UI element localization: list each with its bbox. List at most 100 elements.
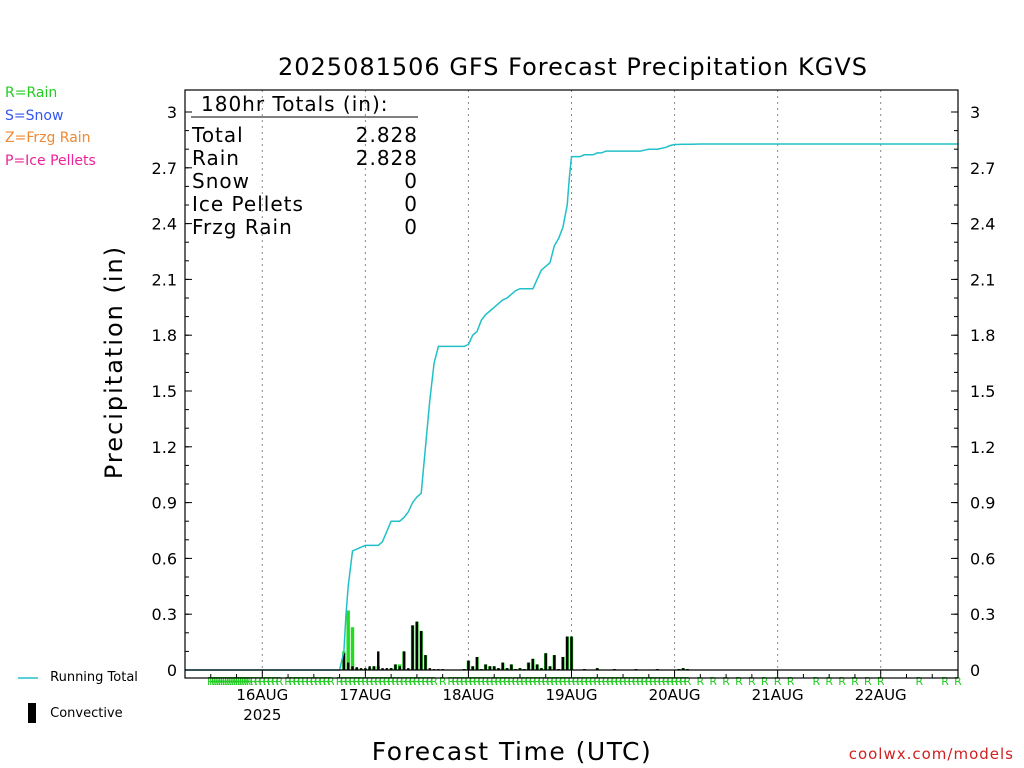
rain-marker: R (851, 675, 859, 688)
convective-bar (398, 666, 401, 670)
rain-marker: R (512, 675, 520, 688)
rain-marker: R (486, 675, 494, 688)
y-tick-label-left: 0 (167, 661, 177, 680)
convective-bar (389, 668, 393, 670)
convective-bar (501, 662, 504, 670)
rain-marker: R (400, 675, 408, 688)
convective-bar (359, 668, 363, 670)
rain-marker: R (482, 675, 490, 688)
rain-marker: R (241, 675, 249, 688)
rain-marker: R (392, 675, 400, 688)
rain-marker: R (465, 675, 473, 688)
rain-marker: R (684, 675, 692, 688)
rain-marker: R (422, 675, 430, 688)
precip-type-legend-item: Z=Frzg Rain (5, 130, 91, 146)
rain-marker: R (271, 675, 279, 688)
rain-marker: R (228, 675, 236, 688)
convective-bar (351, 666, 354, 670)
rain-marker: R (589, 675, 597, 688)
y-tick-label-left: 0.6 (152, 549, 177, 568)
convective-bar (394, 664, 397, 670)
rain-marker: R (735, 675, 743, 688)
rain-marker: R (233, 675, 241, 688)
rain-marker: R (581, 675, 589, 688)
rain-marker: R (220, 675, 228, 688)
rain-marker: R (417, 675, 425, 688)
rain-marker: R (239, 675, 247, 688)
convective-bar (540, 668, 543, 670)
y-tick-label-left: 2.4 (152, 215, 177, 234)
y-tick-label-left: 2.7 (152, 159, 177, 178)
rain-marker: R (576, 675, 584, 688)
rain-marker: R (226, 675, 234, 688)
convective-bar (415, 621, 419, 670)
rain-marker: R (864, 675, 872, 688)
convective-bar (475, 656, 479, 670)
y-tick-label-right: 1.5 (970, 382, 995, 401)
rain-marker: R (503, 675, 511, 688)
rain-marker: R (456, 675, 464, 688)
rain-marker: R (284, 675, 292, 688)
rain-marker: R (709, 675, 717, 688)
rain-marker: R (606, 675, 614, 688)
convective-legend-label: Convective (50, 705, 123, 721)
rain-marker: R (409, 675, 417, 688)
convective-bar (518, 668, 522, 670)
convective-bar (570, 636, 573, 670)
rain-marker: R (447, 675, 455, 688)
convective-bar (402, 651, 406, 670)
convective-bar (411, 625, 414, 670)
x-tick-label: 19AUG (546, 686, 598, 704)
totals-header: 180hr Totals (in): (201, 92, 389, 116)
rain-marker: R (366, 675, 374, 688)
y-tick-label-right: 1.2 (970, 438, 995, 457)
rain-marker: R (336, 675, 344, 688)
rain-marker: R (671, 675, 679, 688)
rain-marker: R (499, 675, 507, 688)
rain-marker: R (310, 675, 318, 688)
x-tick-label: 20AUG (649, 686, 701, 704)
rain-marker: R (697, 675, 705, 688)
convective-bar (484, 664, 487, 670)
rain-marker: R (825, 675, 833, 688)
y-tick-label-left: 3 (167, 103, 177, 122)
rain-marker: R (314, 675, 322, 688)
convective-bar (488, 666, 492, 670)
rain-marker: R (916, 675, 924, 688)
convective-bar (355, 667, 358, 670)
rain-marker: R (615, 675, 623, 688)
y-tick-label-left: 0.3 (152, 605, 177, 624)
rain-marker: R (209, 675, 217, 688)
rain-marker: R (666, 675, 674, 688)
rain-marker: R (289, 675, 297, 688)
convective-bar (407, 668, 410, 670)
rain-marker: R (572, 675, 580, 688)
precip-type-legend: R=Rain S=Snow Z=Frzg Rain P=Ice Pellets (5, 82, 96, 172)
totals-row-value: 0 (404, 169, 418, 193)
y-tick-label-right: 1.8 (970, 326, 995, 345)
chart-title: 2025081506 GFS Forecast Precipitation KG… (278, 53, 868, 81)
convective-legend: Convective (18, 702, 123, 724)
rain-marker: R (675, 675, 683, 688)
convective-bar (368, 666, 371, 670)
rain-marker: R (654, 675, 662, 688)
rain-marker: R (426, 675, 434, 688)
convective-bar (553, 655, 556, 670)
rain-marker: R (542, 675, 550, 688)
x-axis-label: Forecast Time (UTC) (372, 737, 652, 766)
rain-marker: R (550, 675, 558, 688)
rain-marker: R (246, 675, 254, 688)
rain-marker: R (641, 675, 649, 688)
rain-marker: R (222, 675, 230, 688)
rain-marker: R (941, 675, 949, 688)
totals-row-value: 2.828 (356, 123, 418, 147)
rain-marker: R (293, 675, 301, 688)
rain-marker: R (460, 675, 468, 688)
rain-marker: R (452, 675, 460, 688)
convective-bar (381, 668, 384, 670)
rain-marker: R (628, 675, 636, 688)
rain-marker: R (546, 675, 554, 688)
convective-bar (492, 666, 496, 670)
rain-marker: R (258, 675, 266, 688)
rain-marker: R (235, 675, 243, 688)
